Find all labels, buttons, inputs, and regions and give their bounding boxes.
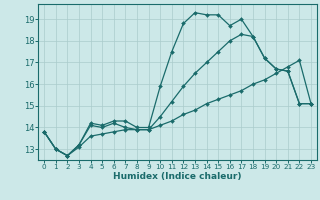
X-axis label: Humidex (Indice chaleur): Humidex (Indice chaleur) <box>113 172 242 181</box>
